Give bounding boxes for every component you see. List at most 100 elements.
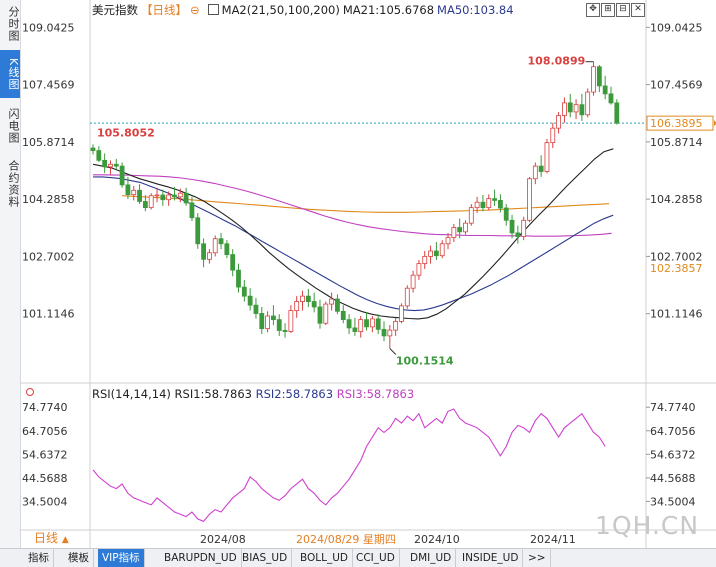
candle-body — [137, 189, 142, 202]
candle-body — [591, 66, 596, 93]
bottom-tab[interactable]: BIAS_UD — [238, 549, 293, 567]
candle-body — [556, 115, 561, 129]
price-tick-label-left: 104.2858 — [22, 193, 75, 206]
candle-body — [189, 202, 195, 219]
candle-body — [468, 207, 474, 224]
candle-body — [329, 298, 335, 305]
ma50-line — [93, 176, 614, 312]
rsi-tick-label: 34.5004 — [650, 495, 696, 508]
high-annotation: 108.0899 — [528, 55, 586, 68]
bottom-tab[interactable]: >> — [524, 549, 551, 567]
candle-body — [113, 163, 119, 167]
rsi3-value: RSI3:58.7863 — [336, 387, 415, 401]
x-tick-label: 2024/08 — [200, 533, 246, 546]
candle-body — [125, 184, 131, 196]
rsi-line — [92, 408, 606, 522]
rsi-tick-label-left: 54.6372 — [22, 448, 68, 461]
candle-body — [439, 243, 445, 257]
zoom-in-icon[interactable]: ⊞ — [601, 3, 615, 17]
rsi-tick-label-left: 74.7740 — [22, 401, 68, 414]
bottom-tab[interactable]: 模板 — [64, 549, 94, 567]
candle-body — [369, 318, 375, 328]
candle-body — [532, 165, 538, 180]
candle-body — [340, 310, 346, 321]
candle-body — [253, 304, 259, 314]
candle-body — [271, 315, 276, 321]
price-tick-label-left: 107.4569 — [22, 79, 75, 92]
bottom-tab[interactable]: BARUPDN_UD — [160, 549, 242, 567]
bottom-tab[interactable]: INSIDE_UD — [458, 549, 524, 567]
ma200-value-label: 102.3857 — [650, 262, 703, 275]
ma21-value: MA21:105.6768 — [342, 3, 435, 17]
bottom-tab[interactable]: BOLL_UD — [296, 549, 354, 567]
price-tick-label-left: 105.8714 — [22, 136, 75, 149]
candle-body — [148, 195, 154, 209]
candle-body — [486, 198, 492, 209]
price-tick-label-left: 101.1146 — [22, 308, 75, 321]
tab-time-share[interactable]: 分时图 — [7, 6, 20, 42]
watermark: 1QH.CN — [595, 511, 700, 540]
candle-body — [562, 102, 567, 116]
candle-body — [457, 227, 463, 233]
candle-body — [614, 102, 620, 124]
price-tick-label: 107.4569 — [650, 79, 703, 92]
candle-body — [288, 310, 294, 332]
candle-body — [404, 287, 410, 307]
candle-body — [428, 250, 433, 257]
candle-body — [160, 194, 166, 201]
close-icon[interactable]: ✕ — [631, 3, 645, 17]
move-icon[interactable]: ✥ — [586, 3, 600, 17]
candle-body — [410, 274, 416, 289]
candle-body — [154, 194, 160, 197]
candle-body — [497, 200, 503, 209]
bottom-tab[interactable]: VIP指标 — [98, 549, 145, 567]
ma100-line — [93, 174, 612, 237]
tab-kline[interactable]: K线图 — [0, 50, 20, 98]
candle-body — [480, 201, 486, 209]
candle-body — [241, 286, 247, 297]
candle-body — [509, 219, 515, 234]
candle-body — [166, 194, 172, 201]
candle-body — [346, 319, 352, 329]
candle-body — [364, 319, 369, 328]
chart-header: 美元指数 【日线】 ⊖ MA2(21,50,100,200) MA21:105.6768… — [92, 2, 517, 18]
tab-contract-info[interactable]: 合约资料 — [7, 160, 20, 208]
candle-body — [451, 227, 457, 239]
price-tick-label: 104.2858 — [650, 193, 703, 206]
indicator-icon — [207, 4, 219, 15]
candle-body — [102, 159, 108, 168]
candle-body — [608, 93, 614, 104]
x-tick-label: 2024/11 — [530, 533, 576, 546]
tab-flash[interactable]: 闪电图 — [7, 108, 20, 144]
rsi-tick-label: 54.6372 — [650, 448, 696, 461]
candle-body — [276, 319, 282, 331]
rsi-tick-label-left: 64.7056 — [22, 425, 68, 438]
price-tick-label: 109.0425 — [650, 21, 703, 34]
settings-icon[interactable]: ⊖ — [190, 3, 200, 17]
candle-body — [492, 198, 497, 201]
bottom-tab[interactable]: CCI_UD — [352, 549, 400, 567]
rsi-tick-label-left: 44.5688 — [22, 472, 68, 485]
chart-canvas[interactable]: 109.0425 109.0425 107.4569 107.4569 105.8714… — [0, 0, 716, 548]
zoom-out-icon[interactable]: ⊟ — [616, 3, 630, 17]
candle-body — [282, 330, 288, 332]
period-tag[interactable]: 【日线】 — [141, 3, 187, 17]
candle-body — [585, 91, 591, 116]
candle-body — [201, 243, 206, 260]
candle-body — [317, 306, 323, 324]
candle-body — [218, 238, 224, 245]
candle-body — [422, 256, 428, 265]
candle-body — [567, 102, 573, 113]
bottom-tab[interactable]: 指标 — [24, 549, 54, 567]
candle-body — [230, 254, 236, 271]
price-tick-label: 105.8714 — [650, 136, 703, 149]
period-button[interactable]: 日线 ▲ — [34, 531, 69, 545]
candle-body — [596, 66, 602, 87]
bottom-tab[interactable]: DMI_UD — [406, 549, 457, 567]
candle-body — [247, 295, 253, 306]
rsi-settings-icon[interactable] — [26, 388, 34, 396]
candle-body — [445, 237, 451, 245]
candle-body — [393, 321, 399, 331]
candle-body — [236, 269, 241, 288]
